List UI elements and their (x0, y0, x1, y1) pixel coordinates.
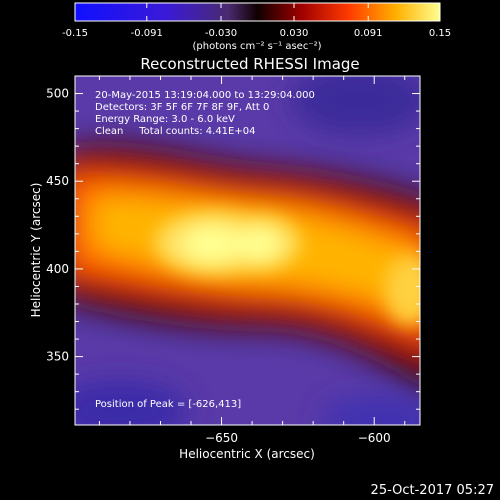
heatmap-core (155, 211, 420, 325)
info-annotation: 20-May-2015 13:19:04.000 to 13:29:04.000… (95, 90, 315, 137)
info-line-energy: Energy Range: 3.0 - 6.0 keV (95, 114, 235, 125)
colorbar-frame (74, 2, 441, 22)
colorbar-unit-label: (photons cm⁻² s⁻¹ asec⁻²) (192, 41, 321, 52)
colorbar: -0.15 -0.091 -0.030 0.030 0.091 0.15 (photons… (62, 2, 451, 52)
colorbar-tick-label: -0.030 (205, 28, 237, 39)
y-axis-label: Heliocentric Y (arcsec) (29, 183, 43, 318)
info-line-detectors: Detectors: 3F 5F 6F 7F 8F 9F, Att 0 (95, 102, 269, 113)
x-axis-label: Heliocentric X (arcsec) (179, 447, 315, 461)
plot-frame (74, 75, 421, 426)
y-tick-label: 500 (46, 87, 69, 101)
heatmap-image (75, 76, 420, 425)
colorbar-tick-label: -0.091 (131, 28, 163, 39)
y-axis: 350 400 450 500 (46, 75, 420, 410)
info-line-clean: Clean Total counts: 4.41E+04 (95, 126, 255, 137)
x-tick-label: −650 (205, 431, 238, 445)
colorbar-tick-label: -0.15 (62, 28, 88, 39)
footer-timestamp: 25-Oct-2017 05:27 (371, 483, 494, 498)
peak-annotation: Position of Peak = [-626,413] (95, 399, 241, 410)
colorbar-tick-label: 0.15 (429, 28, 451, 39)
heatmap-low-regions (75, 76, 420, 425)
colorbar-gradient (75, 3, 440, 21)
chart-title: Reconstructed RHESSI Image (140, 55, 359, 73)
colorbar-ticks: -0.15 -0.091 -0.030 0.030 0.091 0.15 (62, 3, 451, 39)
colorbar-tick-label: 0.030 (280, 28, 309, 39)
y-tick-label: 400 (46, 262, 69, 276)
x-axis: −650−600−550 (98, 76, 406, 445)
x-tick-label: −600 (358, 431, 391, 445)
y-tick-label: 450 (46, 174, 69, 188)
info-line-time: 20-May-2015 13:19:04.000 to 13:29:04.000 (95, 90, 315, 101)
y-tick-label: 350 (46, 350, 69, 364)
colorbar-tick-label: 0.091 (354, 28, 383, 39)
